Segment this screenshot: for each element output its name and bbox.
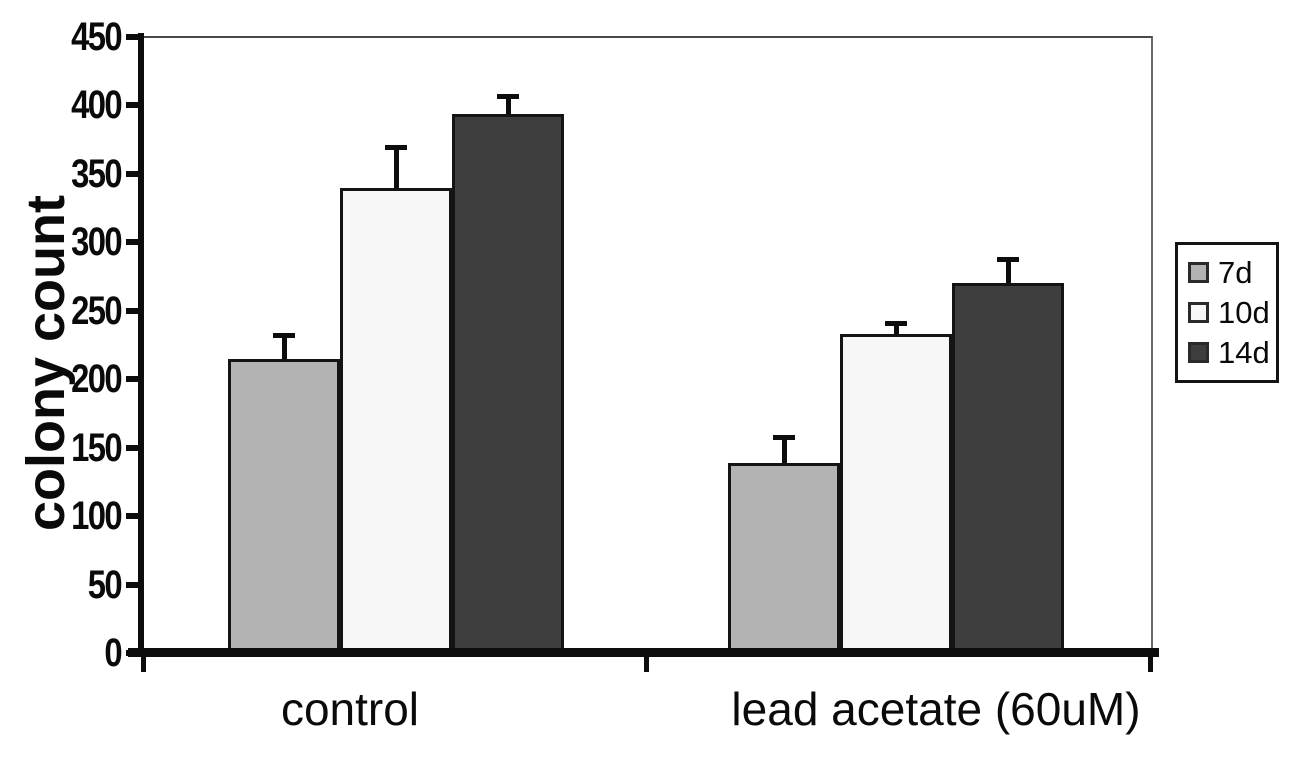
bar-control-14d [452,113,564,657]
y-axis-tick-350 [126,170,140,177]
y-tick-label-400: 400 [71,83,122,128]
error-bar-cap-14d [997,256,1019,262]
y-axis-tick-50 [126,581,140,588]
error-bar-stem-14d [1006,258,1011,284]
category-label-control: control [280,683,420,735]
legend-label-10d: 10d [1218,295,1270,330]
x-axis-tick-left [141,652,146,672]
plot-frame [140,36,1153,653]
error-bar-stem-14d [506,95,511,114]
y-tick-label-150: 150 [71,425,122,470]
bar-lead-7d [728,462,840,657]
error-bar-stem-7d [782,436,787,463]
legend-item-14d: 14d [1188,337,1276,368]
y-tick-label-0: 0 [104,631,122,675]
legend: 7d 10d 14d [1175,242,1279,383]
bar-lead-14d [952,283,1064,657]
y-tick-label-350: 350 [71,151,122,196]
y-axis-line [138,33,144,655]
error-bar-cap-10d [385,144,407,150]
legend-label-14d: 14d [1218,335,1270,370]
y-axis-tick-200 [126,376,140,383]
y-tick-label-100: 100 [71,494,122,539]
legend-item-7d: 7d [1188,257,1276,288]
legend-swatch-14d [1188,342,1209,363]
legend-label-7d: 7d [1218,255,1253,290]
error-bar-cap-14d [497,93,519,99]
category-label-lead-acetate: lead acetate (60uM) [731,683,1141,735]
legend-swatch-7d [1188,262,1209,283]
y-tick-label-250: 250 [71,288,122,333]
legend-swatch-10d [1188,302,1209,323]
y-tick-label-450: 450 [71,15,122,59]
y-axis-tick-450 [126,34,140,40]
legend-item-10d: 10d [1188,297,1276,328]
error-bar-cap-10d [885,321,907,327]
bar-control-10d [340,187,452,657]
error-bar-stem-10d [894,323,899,335]
bar-control-7d [228,358,340,657]
x-axis-line [128,648,1159,657]
y-axis-tick-100 [126,513,140,520]
y-axis-tick-250 [126,307,140,314]
error-bar-stem-10d [394,146,399,188]
y-axis-tick-0 [126,650,140,656]
y-axis-tick-150 [126,444,140,451]
error-bar-cap-7d [273,333,295,339]
y-axis-tick-300 [126,239,140,246]
error-bar-stem-7d [282,335,287,359]
x-axis-tick-middle [644,652,649,672]
x-axis-tick-right [1148,652,1153,672]
y-tick-label-200: 200 [71,357,122,402]
y-tick-label-50: 50 [87,562,123,607]
bar-lead-10d [840,334,952,657]
y-axis-tick-400 [126,102,140,109]
y-tick-label-300: 300 [71,220,122,265]
error-bar-cap-7d [773,434,795,440]
